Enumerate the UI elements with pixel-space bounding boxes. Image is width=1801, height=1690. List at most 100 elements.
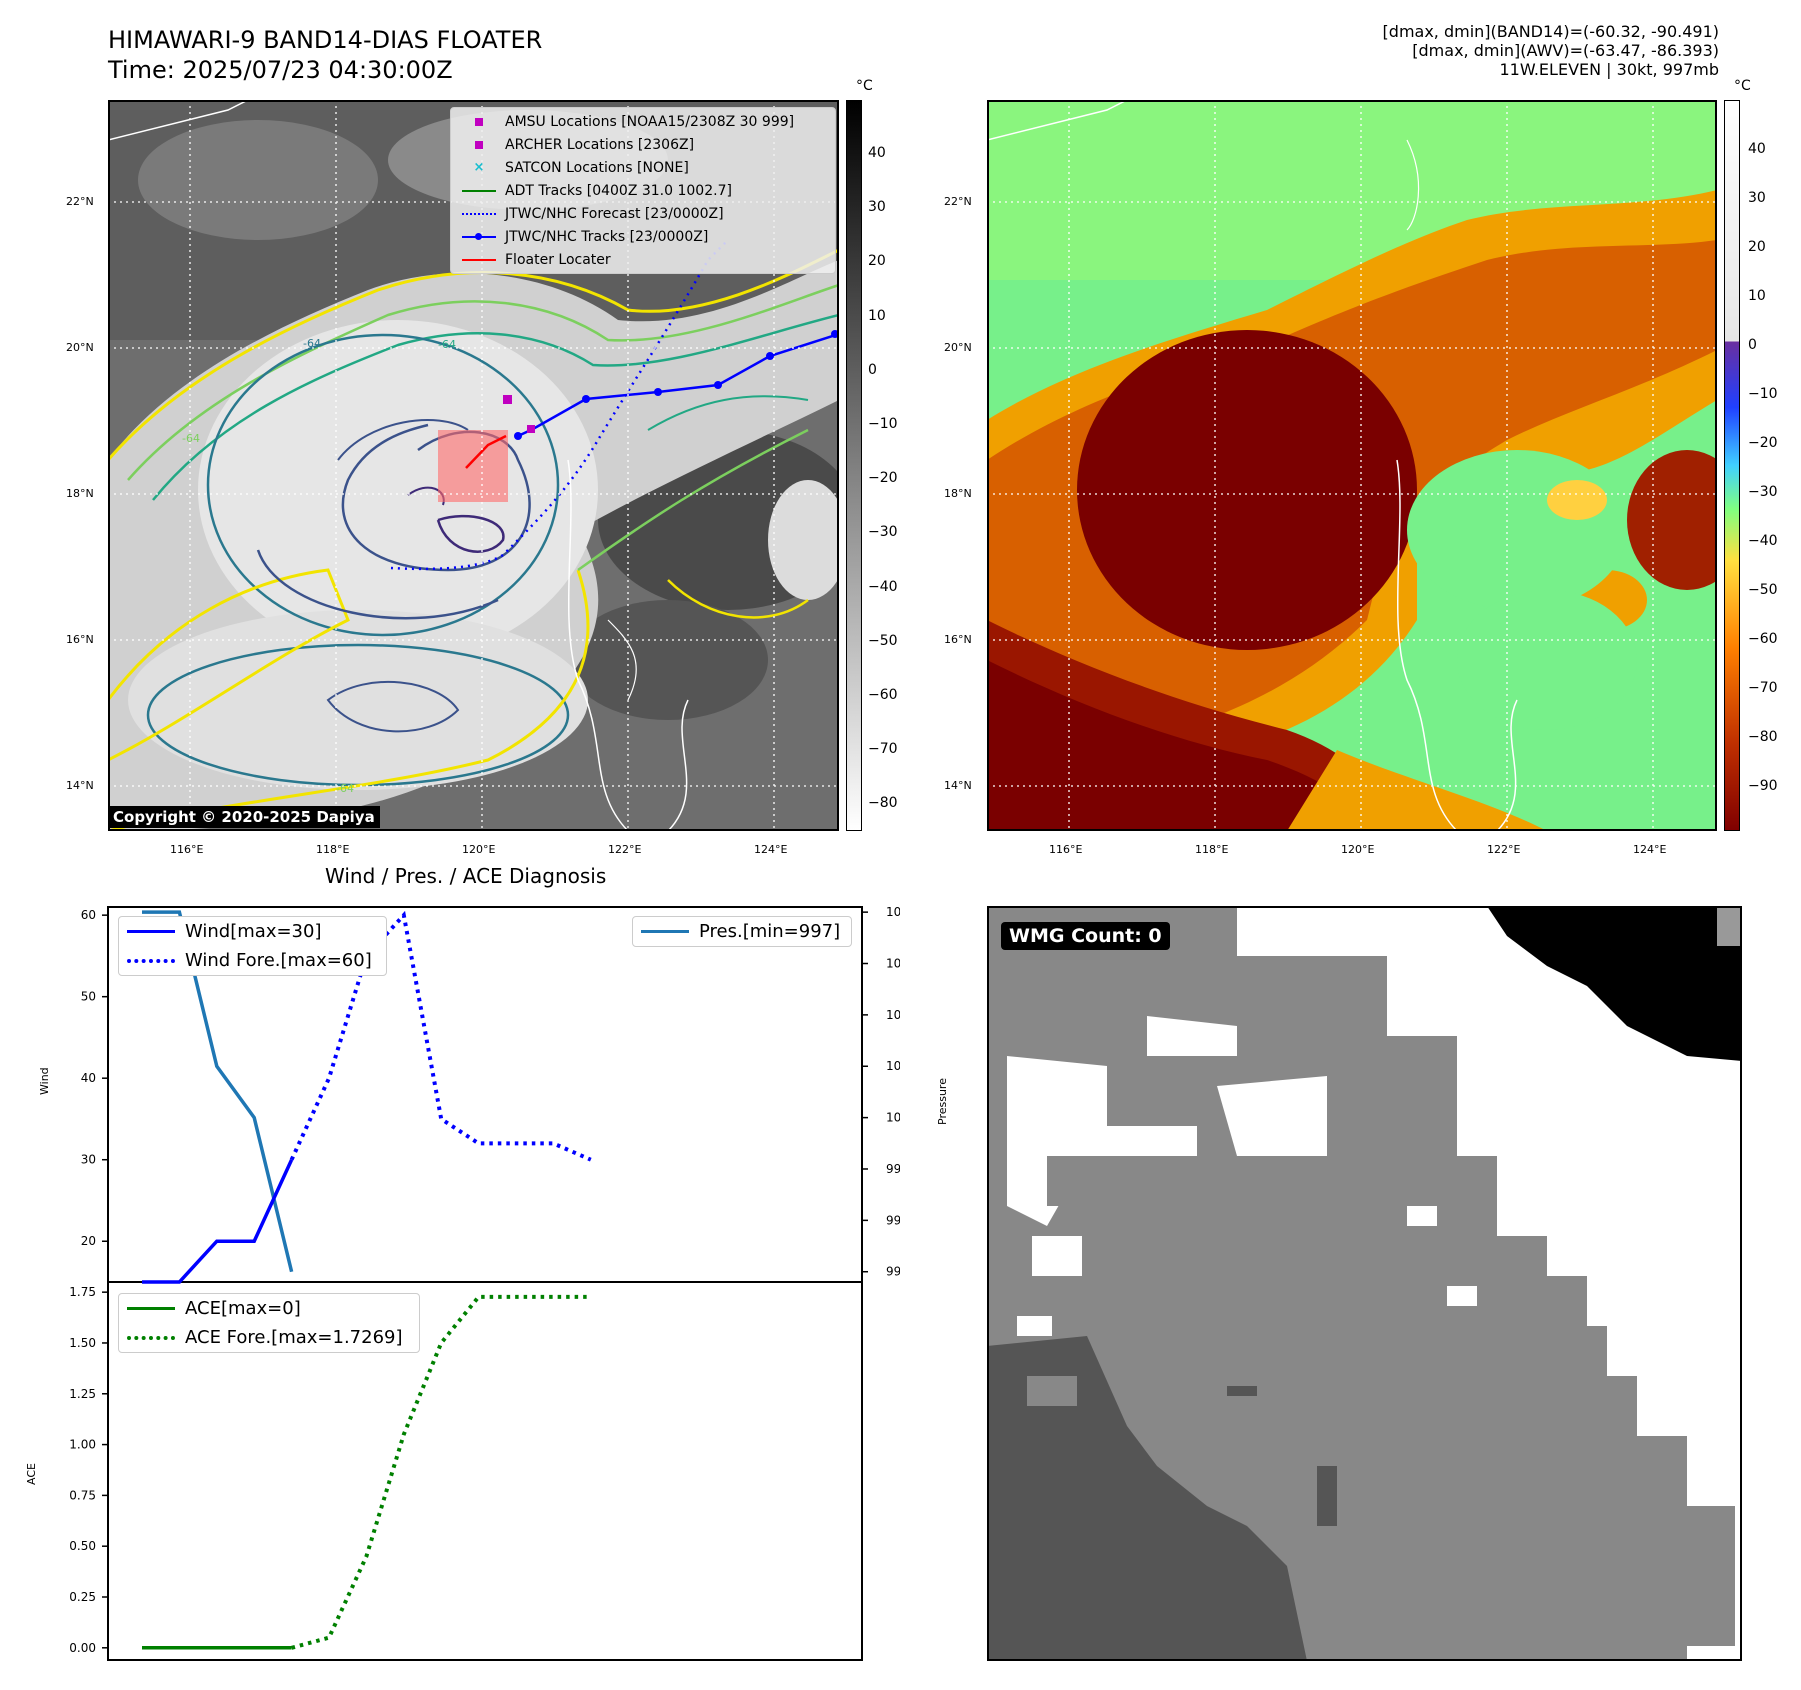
lat-label: 14°N [66, 779, 94, 792]
contour-label: -64 [336, 782, 354, 795]
wind-tick-label: 30 [81, 1153, 96, 1167]
colorbar-tick-label: −60 [1748, 631, 1778, 647]
colorbar-tick-label: −80 [868, 795, 898, 812]
ace-tick-label: 0.75 [69, 1488, 96, 1502]
amsu-marker [503, 395, 512, 404]
lat-label: 20°N [944, 341, 972, 354]
lon-label: 122°E [608, 843, 642, 856]
stats-band14: [dmax, dmin](BAND14)=(-60.32, -90.491) [1382, 22, 1719, 41]
diagnosis-chart: 60 50 40 30 20 1004 1003 1002 1001 1000 999 998 997 1… [69, 905, 900, 1661]
legend-adt: ADT Tracks [0400Z 31.0 1002.7] [505, 182, 732, 199]
colorbar-tick-label: −10 [1748, 386, 1778, 402]
solid-line-icon [127, 930, 175, 933]
dotted-line-icon [127, 958, 175, 963]
colorbar-tick-label: −70 [1748, 680, 1778, 696]
legend-wind: Wind[max=30] [185, 921, 322, 942]
ace-tick-label: 0.25 [69, 1590, 96, 1604]
colorbar-tick-label: 0 [1748, 337, 1757, 353]
colorbar-tick-label: −20 [868, 470, 898, 487]
colorbar-tick-label: −30 [1748, 484, 1778, 500]
colorbar-unit: °C [856, 78, 873, 94]
lon-label: 124°E [754, 843, 788, 856]
lat-label: 22°N [944, 195, 972, 208]
colorbar-tick-label: −50 [1748, 582, 1778, 598]
colorbar-tick-label: 40 [868, 145, 886, 161]
lat-label: 18°N [944, 487, 972, 500]
pressure-tick-label: 999 [886, 1162, 900, 1176]
lon-label: 122°E [1487, 843, 1521, 856]
ace-plot-frame [107, 1281, 863, 1661]
solid-line-icon [127, 1307, 175, 1310]
solid-line-icon [462, 189, 496, 192]
contour-label: -64 [438, 338, 456, 351]
solid-line-icon [462, 258, 496, 261]
lon-label: 118°E [316, 843, 350, 856]
ace-axis-label: ACE [25, 1463, 38, 1485]
wind-tick-label: 50 [81, 990, 96, 1004]
legend-amsu: AMSU Locations [NOAA15/2308Z 30 999] [505, 113, 795, 130]
legend-archer: ARCHER Locations [2306Z] [505, 136, 695, 153]
ace-tick-label: 0.50 [69, 1539, 96, 1553]
lat-label: 20°N [66, 341, 94, 354]
legend-floater: Floater Locater [505, 251, 611, 268]
wmg-count-badge: WMG Count: 0 [1001, 922, 1170, 950]
square-marker-icon [475, 117, 483, 126]
wind-forecast-series-line [289, 910, 592, 1162]
awv-map [987, 100, 1717, 831]
x-marker-icon: × [473, 160, 485, 175]
wind-legend: Wind[max=30] Wind Fore.[max=60] [118, 916, 387, 976]
pressure-tick-label: 1002 [886, 1008, 900, 1022]
pressure-tick-label: 1003 [886, 957, 900, 971]
wmg-map [987, 906, 1742, 1661]
ace-tick-label: 1.75 [69, 1285, 96, 1299]
legend-ace-fore: ACE Fore.[max=1.7269] [185, 1327, 403, 1348]
lat-label: 18°N [66, 487, 94, 500]
dotted-line-icon [462, 212, 496, 215]
lon-label: 124°E [1633, 843, 1667, 856]
contour-label: -64 [303, 337, 321, 350]
lon-label: 120°E [1341, 843, 1375, 856]
pressure-series-line [142, 910, 294, 1273]
lat-label: 16°N [66, 633, 94, 646]
lat-label: 16°N [944, 633, 972, 646]
colorbar-tick-label: 0 [868, 361, 877, 378]
ace-tick-label: 1.50 [69, 1336, 96, 1350]
colorbar-tick-label: 20 [1748, 239, 1766, 255]
legend-wind-fore: Wind Fore.[max=60] [185, 950, 372, 971]
colorbar-tick-label: −80 [1748, 729, 1778, 745]
archer-marker [527, 425, 535, 433]
colorbar-tick-label: 30 [868, 199, 886, 216]
colorbar-color [1724, 100, 1740, 831]
ace-forecast-series-line [291, 1294, 591, 1650]
colorbar-tick-label: 30 [1748, 190, 1766, 206]
colorbar-tick-label: 10 [868, 307, 886, 324]
lon-label: 118°E [1195, 843, 1229, 856]
colorbar-tick-label: −40 [1748, 533, 1778, 549]
wind-tick-label: 20 [81, 1234, 96, 1248]
ace-tick-label: 0.00 [69, 1641, 96, 1655]
dotted-line-icon [127, 1335, 175, 1340]
contour-label: -64 [182, 432, 200, 445]
stats-awv: [dmax, dmin](AWV)=(-63.47, -86.393) [1412, 41, 1719, 60]
pressure-axis-label: Pressure [936, 1078, 949, 1125]
colorbar-tick-label: 10 [1748, 288, 1766, 304]
colorbar-tick-label: −60 [868, 687, 898, 703]
solid-line-icon [641, 930, 689, 933]
square-marker-icon [475, 140, 483, 149]
ace-legend: ACE[max=0] ACE Fore.[max=1.7269] [118, 1293, 420, 1353]
wind-axis-label: Wind [38, 1067, 51, 1095]
legend-satcon: SATCON Locations [NONE] [505, 159, 689, 176]
diagnosis-title: Wind / Pres. / ACE Diagnosis [325, 864, 607, 888]
colorbar-tick-label: −50 [868, 632, 898, 649]
pressure-tick-label: 998 [886, 1213, 900, 1227]
legend-tracks: JTWC/NHC Tracks [23/0000Z] [505, 228, 709, 245]
colorbar-gray [846, 100, 862, 831]
copyright-badge: Copyright © 2020-2025 Dapiya [108, 806, 380, 828]
pressure-tick-label: 997 [886, 1265, 900, 1279]
colorbar-unit: °C [1734, 78, 1751, 94]
pressure-tick-label: 1000 [886, 1111, 900, 1125]
colorbar-tick-label: 20 [868, 253, 886, 270]
stats-storm: 11W.ELEVEN | 30kt, 997mb [1499, 60, 1720, 79]
stats-block: [dmax, dmin](BAND14)=(-60.32, -90.491) [… [1119, 22, 1719, 79]
colorbar-tick-label: −20 [1748, 435, 1778, 451]
